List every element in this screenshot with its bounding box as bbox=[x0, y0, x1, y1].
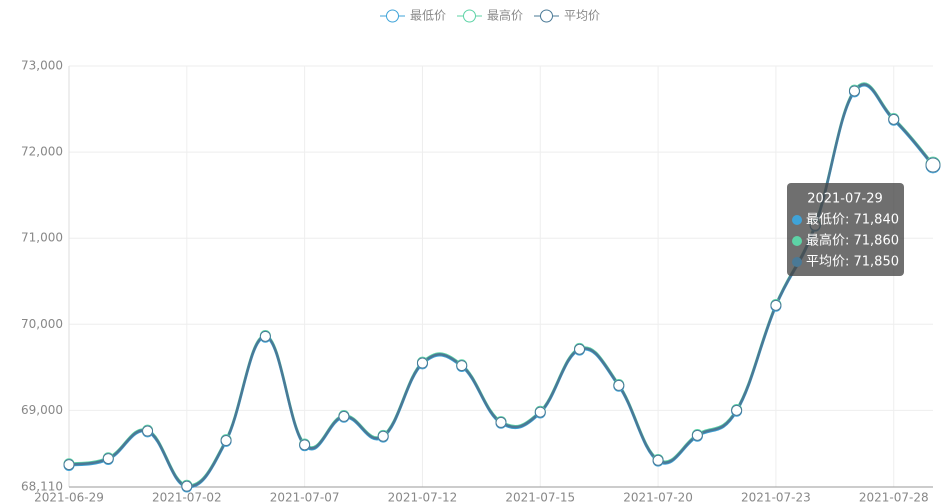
legend-marker bbox=[463, 9, 476, 23]
legend-marker bbox=[386, 9, 399, 23]
legend-item: 平均价 bbox=[534, 9, 600, 23]
tooltip-title: 2021-07-29 bbox=[807, 192, 883, 207]
data-point bbox=[299, 439, 311, 451]
tooltip-item: 最低价: 71,840 bbox=[806, 213, 899, 228]
y-tick-label: 73,000 bbox=[21, 59, 63, 73]
y-tick-label: 72,000 bbox=[21, 145, 63, 159]
tooltip: 2021-07-29 最低价: 71,840 最高价: 71,860 平均价: 71,… bbox=[787, 183, 904, 276]
data-point bbox=[259, 330, 271, 342]
tooltip-dot bbox=[792, 215, 802, 225]
data-point bbox=[63, 459, 75, 471]
data-point bbox=[377, 430, 389, 442]
legend-label: 最低价 bbox=[410, 9, 446, 23]
tooltip-item: 最高价: 71,860 bbox=[806, 233, 899, 249]
data-point bbox=[652, 454, 664, 466]
tooltip-box bbox=[787, 183, 904, 276]
data-point bbox=[495, 416, 507, 428]
x-tick-label: 2021-07-07 bbox=[270, 491, 340, 502]
legend-item: 最低价 bbox=[380, 9, 446, 23]
legend-label: 最高价 bbox=[487, 8, 523, 23]
data-point bbox=[925, 157, 941, 173]
tooltip-item: 平均价: 71,850 bbox=[806, 255, 899, 270]
legend-label: 平均价 bbox=[564, 9, 600, 23]
data-point bbox=[731, 404, 743, 416]
x-tick-label: 2021-06-29 bbox=[34, 491, 104, 502]
tooltip-dot bbox=[792, 257, 802, 267]
tooltip-dot bbox=[792, 236, 802, 246]
x-tick-label: 2021-07-15 bbox=[505, 491, 575, 502]
data-point bbox=[142, 425, 154, 437]
data-point bbox=[770, 299, 782, 311]
data-point bbox=[691, 429, 703, 441]
data-point bbox=[613, 379, 625, 391]
data-point bbox=[888, 113, 900, 125]
y-tick-label: 69,000 bbox=[21, 403, 63, 417]
data-point bbox=[181, 480, 193, 492]
y-tick-label: 71,000 bbox=[21, 231, 63, 245]
x-tick-label: 2021-07-02 bbox=[152, 491, 222, 502]
data-point bbox=[848, 85, 860, 97]
data-point bbox=[574, 343, 586, 355]
y-tick-label: 68,110 bbox=[21, 480, 63, 494]
x-tick-label: 2021-07-23 bbox=[741, 491, 811, 502]
x-tick-label: 2021-07-12 bbox=[388, 491, 458, 502]
legend-item: 最高价 bbox=[457, 8, 523, 23]
x-tick-label: 2021-07-20 bbox=[623, 491, 693, 502]
x-tick-label: 2021-07-28 bbox=[859, 491, 929, 502]
data-point bbox=[338, 410, 350, 422]
data-point bbox=[102, 453, 114, 465]
legend-marker bbox=[540, 9, 553, 23]
y-tick-label: 70,000 bbox=[21, 317, 63, 331]
data-point bbox=[456, 360, 468, 372]
data-point bbox=[220, 435, 232, 447]
data-point bbox=[416, 357, 428, 369]
data-point bbox=[534, 406, 546, 418]
